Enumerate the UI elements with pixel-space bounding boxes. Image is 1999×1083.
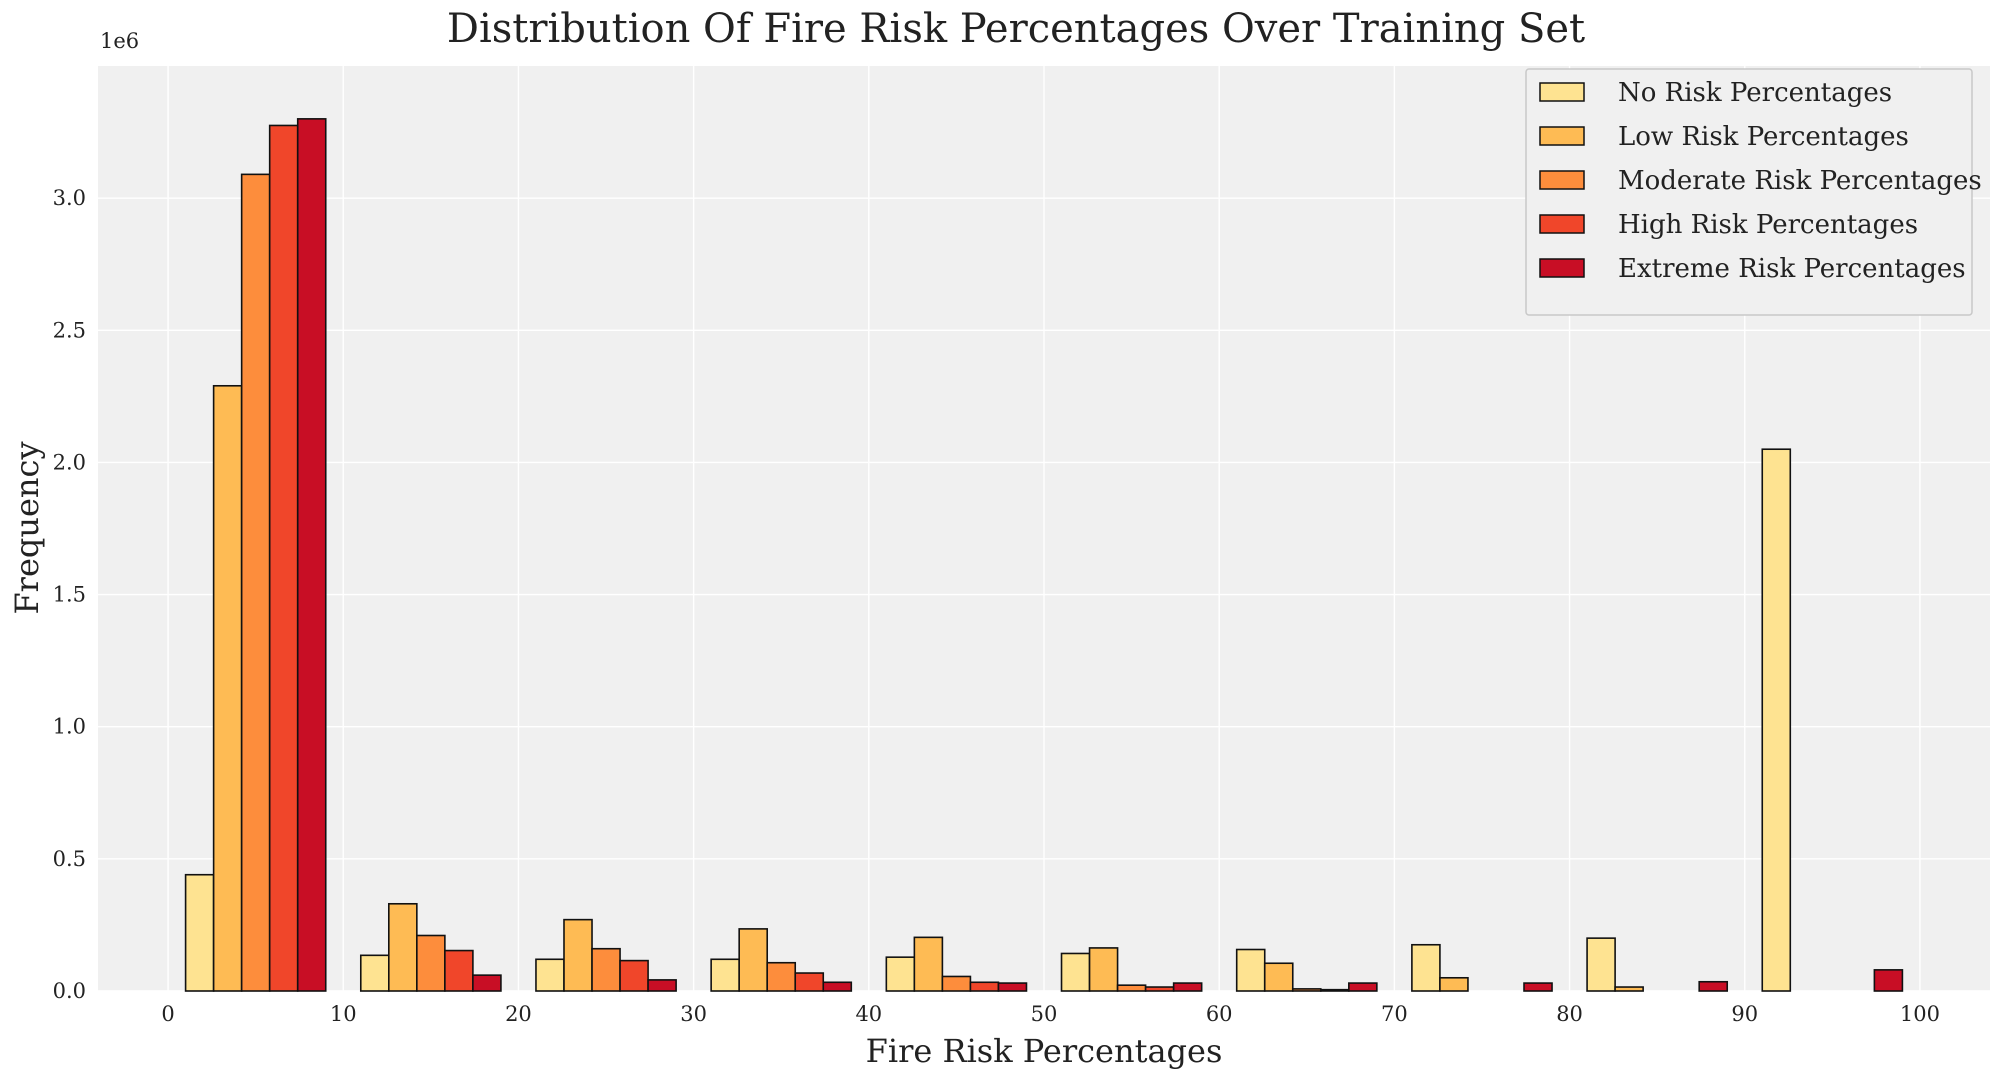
bar [268, 124, 299, 992]
bar [212, 384, 243, 992]
bar [591, 947, 621, 992]
legend-label: Low Risk Percentages [1618, 122, 1909, 152]
x-tick-label: 10 [330, 1002, 357, 1026]
x-tick-label: 0 [161, 1002, 174, 1026]
x-tick-label: 90 [1731, 1002, 1758, 1026]
y-tick-label: 3.0 [53, 186, 86, 210]
chart-title: Distribution Of Fire Risk Percentages Ov… [447, 6, 1585, 52]
legend: No Risk Percentages Low Risk Percentages M… [1525, 68, 1982, 316]
y-offset-label: 1e6 [100, 29, 139, 53]
y-tick-label: 1.5 [53, 583, 86, 607]
bar [913, 936, 944, 992]
legend-frame [1525, 68, 1973, 316]
bar [1586, 937, 1616, 992]
y-tick-label: 2.0 [53, 450, 86, 474]
bar [822, 981, 853, 992]
bar [1172, 982, 1203, 992]
bar [647, 979, 677, 992]
bar [1698, 980, 1729, 992]
bar [1060, 952, 1091, 992]
bars-group [184, 118, 1904, 992]
x-tick-label: 80 [1556, 1002, 1583, 1026]
bar [388, 902, 418, 992]
bar [1411, 943, 1441, 992]
bar [885, 956, 916, 992]
bar [416, 934, 446, 992]
x-tick-label: 20 [505, 1002, 532, 1026]
bar [619, 959, 649, 992]
legend-label: Extreme Risk Percentages [1618, 254, 1966, 284]
x-tick-label: 60 [1206, 1002, 1233, 1026]
bar [1263, 962, 1294, 992]
bar [1116, 984, 1147, 992]
bar [1235, 948, 1266, 992]
x-tick-label: 100 [1900, 1002, 1940, 1026]
bar [444, 949, 474, 992]
bar [563, 918, 593, 992]
bar [1614, 986, 1644, 992]
bar [1319, 988, 1350, 992]
bar [766, 961, 797, 992]
bar [472, 974, 502, 992]
bar [1439, 976, 1469, 992]
y-axis-label: Frequency [8, 441, 46, 614]
legend-swatch [1539, 170, 1585, 190]
bar [1088, 947, 1119, 992]
bar [296, 118, 327, 992]
x-ticks: 0 10 20 30 40 50 60 70 80 90 100 [161, 1002, 1940, 1026]
y-tick-label: 0.0 [53, 979, 86, 1003]
bar [1144, 986, 1175, 992]
bar [1523, 982, 1553, 992]
bar [1873, 969, 1904, 992]
x-tick-label: 30 [680, 1002, 707, 1026]
y-tick-label: 0.5 [53, 847, 86, 871]
bar [359, 954, 390, 992]
bar [1291, 988, 1322, 992]
legend-label: Moderate Risk Percentages [1618, 166, 1982, 196]
y-tick-label: 1.0 [53, 715, 86, 739]
x-tick-label: 40 [855, 1002, 882, 1026]
legend-swatch [1539, 82, 1585, 102]
x-tick-label: 50 [1031, 1002, 1058, 1026]
bar [184, 873, 215, 992]
bar [1761, 448, 1792, 992]
x-tick-label: 70 [1381, 1002, 1408, 1026]
x-axis-label: Fire Risk Percentages [866, 1032, 1223, 1070]
legend-swatch [1539, 126, 1585, 146]
bar [969, 981, 1000, 992]
bar [738, 928, 769, 992]
bar [240, 173, 271, 992]
bar [1348, 982, 1378, 992]
bar [941, 975, 972, 992]
bar [794, 972, 825, 992]
legend-label: No Risk Percentages [1618, 78, 1892, 108]
y-tick-label: 2.5 [53, 318, 86, 342]
bar [710, 958, 740, 992]
legend-label: High Risk Percentages [1618, 210, 1918, 240]
legend-swatch [1539, 258, 1585, 278]
bar [535, 958, 565, 992]
legend-swatch [1539, 214, 1585, 234]
bar [997, 982, 1028, 992]
y-ticks: 0.0 0.5 1.0 1.5 2.0 2.5 3.0 [53, 186, 86, 1003]
